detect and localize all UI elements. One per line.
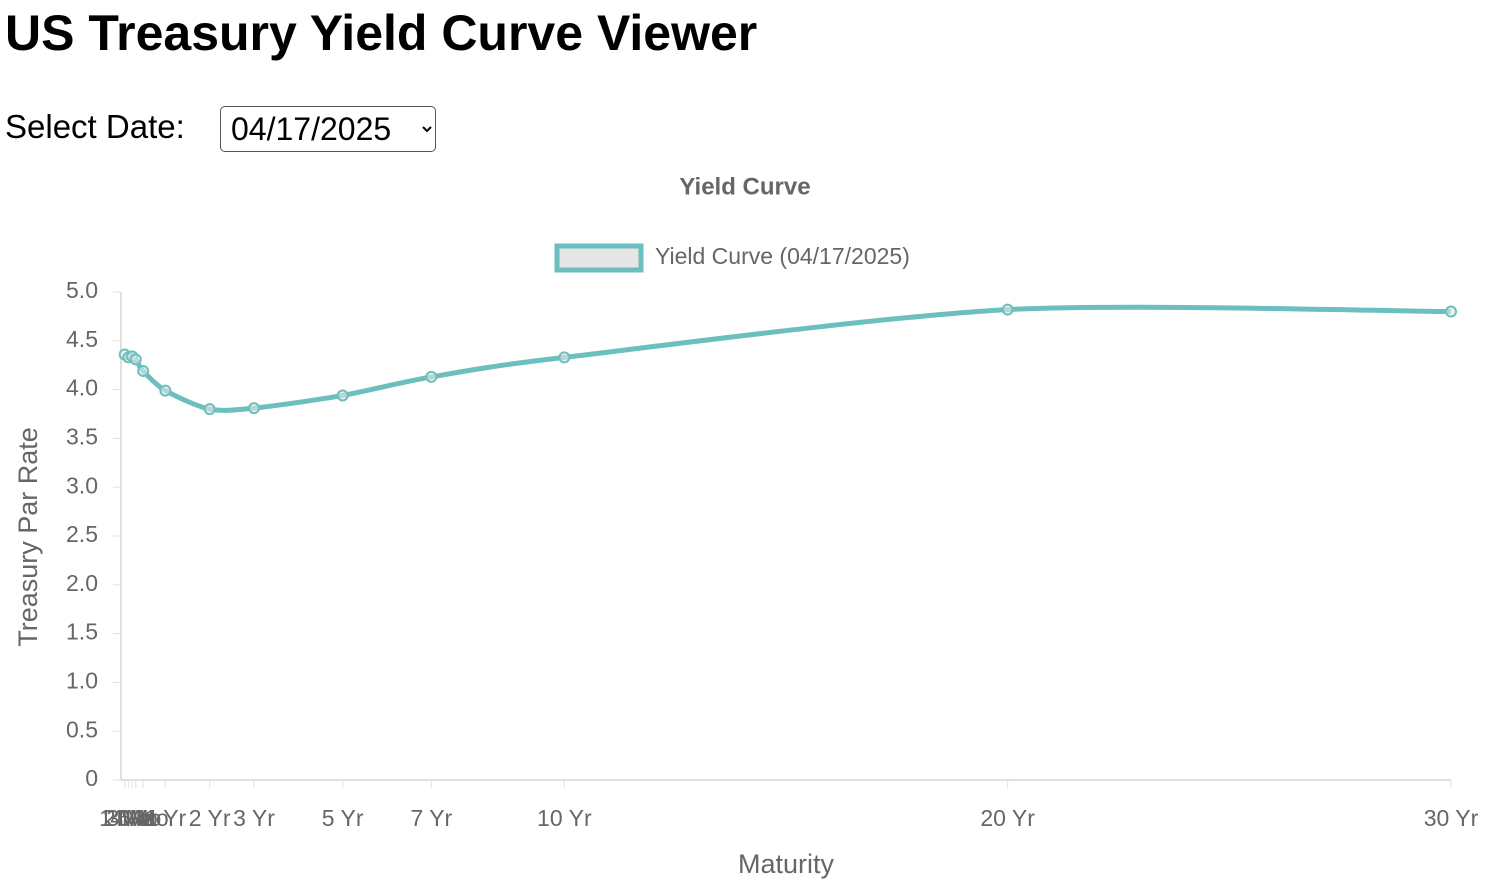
y-tick-label: 0.5 <box>66 716 98 742</box>
data-point <box>159 384 172 397</box>
y-tick-label: 4.0 <box>66 375 98 401</box>
data-point <box>129 353 142 366</box>
x-tick-label: 5 Yr <box>322 805 364 831</box>
y-tick-label: 3.5 <box>66 423 98 449</box>
y-tick-label: 5.0 <box>66 277 98 303</box>
data-point <box>248 402 260 415</box>
x-tick-label: 20 Yr <box>980 805 1035 831</box>
y-tick-label: 2.5 <box>66 521 98 547</box>
series-line <box>123 304 1452 413</box>
data-point <box>1001 303 1014 316</box>
y-tick-label: 3.0 <box>66 472 98 498</box>
x-tick-label: 1 Mo <box>99 805 150 831</box>
x-tick-label: 1 Yr <box>144 805 186 831</box>
x-tick-label: 4 Mo <box>110 805 161 831</box>
page-title: US Treasury Yield Curve Viewer <box>5 5 758 61</box>
date-select[interactable]: 04/17/2025 <box>220 106 436 152</box>
y-tick-label: 1.5 <box>66 619 98 645</box>
x-tick-label: 30 Yr <box>1424 805 1479 831</box>
chart-title: Yield Curve <box>679 173 810 200</box>
y-tick-label: 4.5 <box>66 326 98 352</box>
data-point <box>203 403 216 416</box>
x-axis-title: Maturity <box>738 849 835 879</box>
y-tick-label: 1.0 <box>66 667 98 693</box>
x-tick-label: 10 Yr <box>537 805 592 831</box>
legend-swatch <box>554 243 644 273</box>
x-tick-label: 2 Mo <box>103 805 154 831</box>
x-tick-label: 3 Mo <box>107 805 158 831</box>
x-tick-label: 6 Mo <box>118 805 169 831</box>
data-point <box>336 389 349 402</box>
y-axis-title: Treasury Par Rate <box>13 427 43 647</box>
data-point <box>425 370 438 383</box>
select-label: Select Date: <box>5 108 185 145</box>
data-point <box>137 365 150 378</box>
x-tick-label: 2 Yr <box>189 805 231 831</box>
data-point <box>1445 305 1457 318</box>
legend-label: Yield Curve (04/17/2025) <box>655 243 910 269</box>
chart: Yield Curve Maturity Treasury Par Rate 0… <box>13 173 1479 879</box>
x-tick-label: 3 Yr <box>233 805 275 831</box>
x-tick-label: 7 Yr <box>410 805 452 831</box>
y-tick-label: 2.0 <box>66 570 98 596</box>
y-tick-label: 0 <box>85 765 98 791</box>
data-point <box>558 351 571 364</box>
